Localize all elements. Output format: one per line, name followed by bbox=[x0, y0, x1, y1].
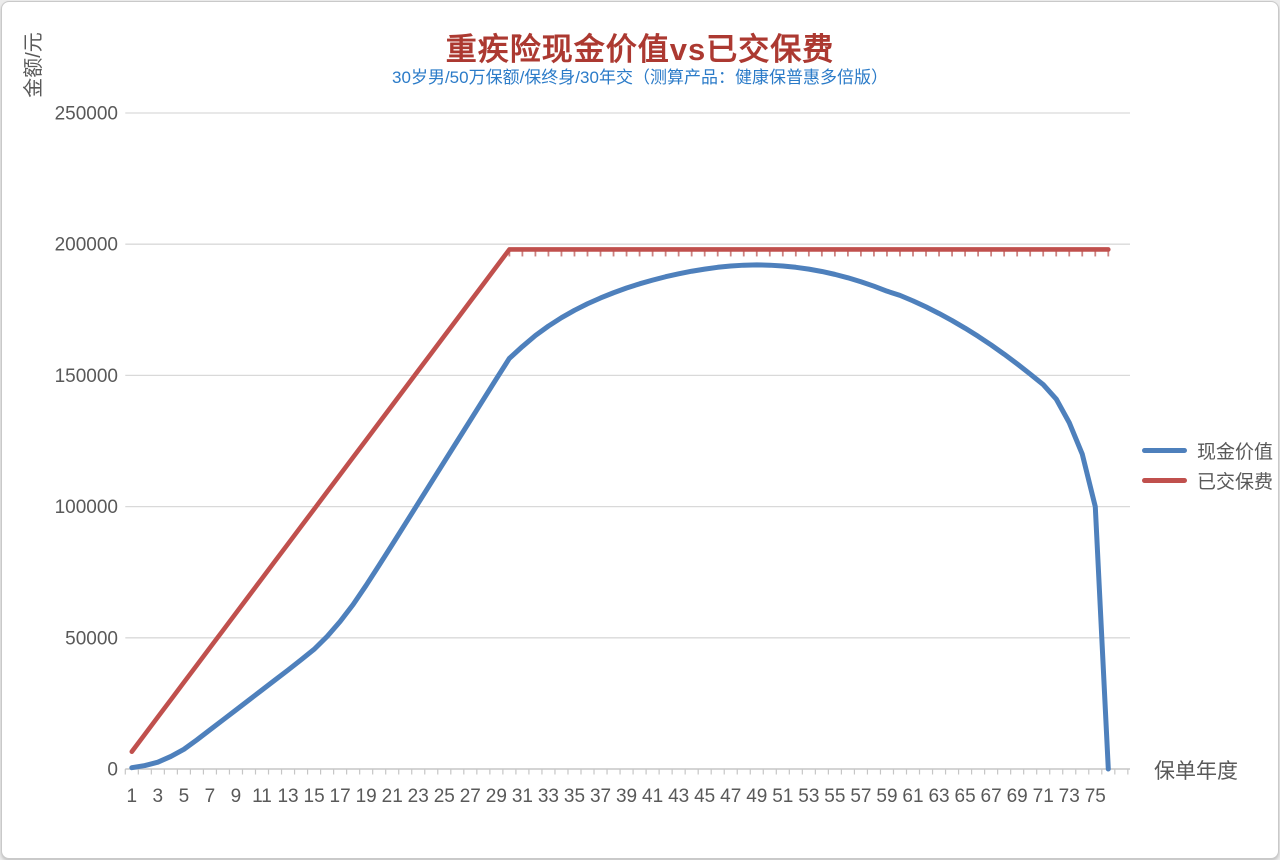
x-tick-label: 51 bbox=[772, 786, 793, 807]
chart-title: 重疾险现金价值vs已交保费 bbox=[445, 32, 835, 67]
x-tick-label: 75 bbox=[1085, 786, 1106, 807]
x-tick-label: 69 bbox=[1007, 786, 1028, 807]
x-tick-label: 9 bbox=[231, 786, 242, 807]
x-tick-label: 3 bbox=[153, 786, 164, 807]
y-tick-label: 250000 bbox=[55, 104, 118, 125]
x-tick-label: 33 bbox=[538, 786, 559, 807]
y-tick-label: 0 bbox=[107, 760, 118, 781]
x-tick-label: 61 bbox=[902, 786, 923, 807]
x-tick-label: 39 bbox=[616, 786, 637, 807]
y-tick-label: 150000 bbox=[55, 366, 118, 387]
legend-item-cash-value[interactable]: 现金价值 bbox=[1142, 440, 1274, 463]
x-tick-label: 73 bbox=[1059, 786, 1080, 807]
x-tick-label: 13 bbox=[277, 786, 298, 807]
x-tick-label: 27 bbox=[460, 786, 481, 807]
x-tick-label: 43 bbox=[668, 786, 689, 807]
x-tick-label: 41 bbox=[642, 786, 663, 807]
x-tick-label: 59 bbox=[876, 786, 897, 807]
x-tick-label: 37 bbox=[590, 786, 611, 807]
x-tick-label: 25 bbox=[434, 786, 455, 807]
series-line-cash-value bbox=[129, 262, 1111, 772]
x-tick-label: 53 bbox=[798, 786, 819, 807]
x-tick-label: 67 bbox=[981, 786, 1002, 807]
x-tick-label: 21 bbox=[382, 786, 403, 807]
x-tick-label: 45 bbox=[694, 786, 715, 807]
x-tick-label: 55 bbox=[824, 786, 845, 807]
y-tick-label: 200000 bbox=[55, 235, 118, 256]
series-line-paid-premium bbox=[129, 247, 1111, 754]
x-tick-label: 71 bbox=[1033, 786, 1054, 807]
legend-label-cash-value: 现金价值 bbox=[1197, 442, 1274, 463]
x-tick-label: 65 bbox=[955, 786, 976, 807]
legend-swatch-cash-value bbox=[1142, 448, 1187, 453]
x-tick-label: 19 bbox=[356, 786, 377, 807]
x-tick-label: 5 bbox=[179, 786, 190, 807]
x-tick-label: 47 bbox=[720, 786, 741, 807]
x-tick-label: 15 bbox=[304, 786, 325, 807]
x-tick-label: 23 bbox=[408, 786, 429, 807]
legend: 现金价值 已交保费 bbox=[1142, 440, 1274, 493]
x-tick-label: 29 bbox=[486, 786, 507, 807]
x-tick-label: 63 bbox=[928, 786, 949, 807]
x-tick-label: 7 bbox=[205, 786, 216, 807]
x-tick-label: 17 bbox=[330, 786, 351, 807]
y-tick-label: 50000 bbox=[65, 628, 118, 649]
x-tick-label: 11 bbox=[252, 786, 272, 807]
x-tick-label: 57 bbox=[850, 786, 871, 807]
y-tick-label: 100000 bbox=[55, 497, 118, 518]
x-tick-label: 31 bbox=[512, 786, 533, 807]
chart-subtitle: 30岁男/50万保额/保终身/30年交（测算产品：健康保普惠多倍版） bbox=[392, 68, 888, 87]
legend-swatch-paid-premium bbox=[1142, 478, 1187, 483]
x-tick-label: 35 bbox=[564, 786, 585, 807]
x-axis-title: 保单年度 bbox=[1154, 760, 1238, 783]
legend-label-paid-premium: 已交保费 bbox=[1197, 472, 1274, 493]
legend-item-paid-premium[interactable]: 已交保费 bbox=[1142, 470, 1274, 493]
x-tick-label: 49 bbox=[746, 786, 767, 807]
x-tick-label: 1 bbox=[127, 786, 138, 807]
